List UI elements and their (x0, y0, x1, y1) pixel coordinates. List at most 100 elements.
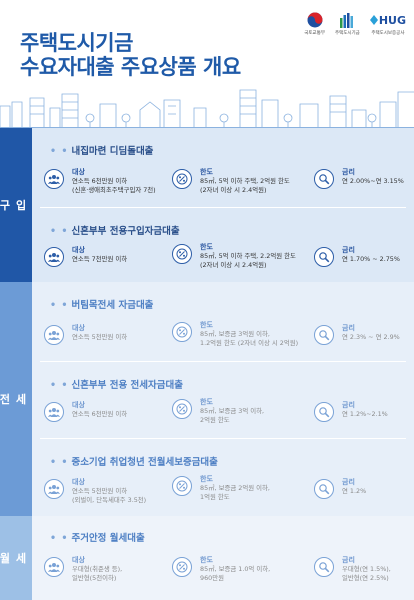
target-value: (외벌이, 단독세대주 3.5천) (72, 496, 147, 504)
product-block: • • 내집마련 디딤돌대출 대상 연소득 6천만원 이하 (신혼·생애최초주택구입자… (32, 128, 414, 207)
rate-label: 금리 (342, 324, 355, 332)
limit-item: 한도 85㎡, 5억 이하 주택, 2.2억원 한도 (2자녀 이상 시 2.4억원… (172, 243, 296, 270)
target-label: 대상 (72, 168, 85, 176)
rate-value: 연 1.70% ~ 2.75% (342, 255, 400, 263)
magnifier-icon (314, 247, 334, 267)
rate-label: 금리 (342, 556, 355, 564)
section-tab-wolse: 월세 (0, 516, 32, 600)
limit-value: 2억원 한도 (200, 416, 230, 424)
target-value: 연소득 5천만원 이하 (72, 333, 128, 341)
section-card-jeonse (32, 282, 414, 516)
section-tab-jeonse: 전세 (0, 282, 32, 516)
limit-value: 1억원 한도 (200, 493, 230, 501)
limit-value: 85㎡, 보증금 3억 이하, (200, 407, 265, 415)
limit-label: 한도 (200, 168, 213, 176)
logo-caption: 주택도시기금 (334, 31, 360, 36)
rate-item: 금리 연 1.70% ~ 2.75% (314, 246, 400, 267)
target-label: 대상 (72, 478, 85, 486)
target-value: 연소득 6천만원 이하 (72, 177, 128, 185)
rate-label: 금리 (342, 246, 355, 254)
people-icon (44, 402, 64, 422)
rate-item: 금리 우대형(연 1.5%), 일반형(연 2.5%) (314, 556, 391, 583)
rate-item: 금리 연 2.3% ~ 연 2.9% (314, 324, 400, 345)
rate-label: 금리 (342, 401, 355, 409)
target-item: 대상 우대형(취준생 등), 일반형(5천이하) (44, 556, 122, 583)
rate-value: 우대형(연 1.5%), (342, 565, 391, 573)
product-block: • • 버팀목전세 자금대출 대상 연소득 5천만원 이하 한도 85㎡, 보증금 3… (32, 282, 414, 361)
people-icon (44, 169, 64, 189)
hudf-bars-icon (340, 13, 354, 28)
product-block: • • 신혼부부 전용구입자금대출 대상 연소득 7천만원 이하 한도 85㎡, 5억… (32, 207, 414, 282)
hug-logo: HUG 주택도시보증공사 (369, 12, 406, 36)
limit-value: (2자녀 이상 시 2.4억원) (200, 186, 267, 194)
limit-item: 한도 85㎡, 보증금 1.0억 이하, 960만원 (172, 556, 270, 583)
target-value: 연소득 7천만원 이하 (72, 255, 128, 263)
product-title: • • 신혼부부 전용 전세자금대출 (50, 380, 183, 391)
magnifier-icon (314, 169, 334, 189)
molit-logo: 국토교통부 (304, 12, 325, 36)
limit-value: 960만원 (200, 574, 224, 582)
target-value: 연소득 6천만원 이하 (72, 410, 128, 418)
rate-value: 연 2.00%~연 3.15% (342, 177, 404, 185)
target-item: 대상 연소득 7천만원 이하 (44, 246, 127, 267)
section-card-purchase (32, 128, 414, 282)
percent-coin-icon (172, 322, 192, 342)
section-card-wolse (32, 516, 414, 600)
limit-value: 85㎡, 보증금 3억원 이하, (200, 330, 270, 338)
section-tab-purchase: 구입 (0, 128, 32, 282)
product-title: • • 주거안정 월세대출 (50, 533, 145, 544)
product-title: • • 버팀목전세 자금대출 (50, 300, 154, 311)
product-block: • • 중소기업 취업청년 전월세보증금대출 대상 연소득 5천만원 이하 (외벌이,… (32, 438, 414, 516)
title-line1: 주택도시기금 (20, 31, 133, 55)
target-label: 대상 (72, 401, 85, 409)
rate-value: 연 2.3% ~ 연 2.9% (342, 333, 400, 341)
rate-value: 연 1.2%~2.1% (342, 410, 388, 418)
rate-label: 금리 (342, 168, 355, 176)
people-icon (44, 247, 64, 267)
target-label: 대상 (72, 556, 85, 564)
rate-item: 금리 연 2.00%~연 3.15% (314, 168, 404, 189)
limit-item: 한도 85㎡, 보증금 3억원 이하, 1.2억원 한도 (2자녀 이상 시 2억원… (172, 321, 298, 348)
product-title: • • 중소기업 취업청년 전월세보증금대출 (50, 457, 218, 468)
limit-value: 85㎡, 5억 이하 주택, 2억원 한도 (200, 177, 290, 185)
people-icon (44, 479, 64, 499)
limit-item: 한도 85㎡, 보증금 2억원 이하, 1억원 한도 (172, 475, 270, 502)
limit-value: 85㎡, 5억 이하 주택, 2.2억원 한도 (200, 252, 296, 260)
magnifier-icon (314, 479, 334, 499)
limit-value: 85㎡, 보증금 1.0억 이하, (200, 565, 271, 573)
taegeuk-emblem-icon (307, 12, 323, 28)
product-divider (40, 438, 406, 439)
limit-label: 한도 (200, 398, 213, 406)
limit-item: 한도 85㎡, 보증금 3억 이하, 2억원 한도 (172, 398, 264, 425)
rate-label: 금리 (342, 478, 355, 486)
magnifier-icon (314, 402, 334, 422)
product-title: • • 신혼부부 전용구입자금대출 (50, 226, 180, 237)
target-value: 연소득 5천만원 이하 (72, 487, 128, 495)
people-icon (44, 557, 64, 577)
limit-label: 한도 (200, 475, 213, 483)
target-value: (신혼·생애최초주택구입자 7천) (72, 186, 156, 194)
target-item: 대상 연소득 5천만원 이하 (44, 324, 127, 345)
target-item: 대상 연소득 5천만원 이하 (외벌이, 단독세대주 3.5천) (44, 478, 146, 505)
target-value: 우대형(취준생 등), (72, 565, 123, 573)
product-divider (40, 207, 406, 208)
target-label: 대상 (72, 246, 85, 254)
magnifier-icon (314, 557, 334, 577)
hug-logo-icon (369, 15, 378, 25)
rate-value: 연 1.2% (342, 487, 367, 495)
limit-label: 한도 (200, 556, 213, 564)
limit-label: 한도 (200, 243, 213, 251)
logo-group: 국토교통부 주택도시기금 HUG 주택도시보증공사 (304, 12, 406, 36)
product-block: • • 신혼부부 전용 전세자금대출 대상 연소득 6천만원 이하 한도 85㎡, 보… (32, 361, 414, 438)
percent-coin-icon (172, 399, 192, 419)
title-line2: 수요자대출 주요상품 개요 (20, 55, 241, 79)
percent-coin-icon (172, 557, 192, 577)
rate-item: 금리 연 1.2%~2.1% (314, 401, 388, 422)
header: 주택도시기금 수요자대출 주요상품 개요 국토교통부 주택도시기금 (0, 0, 414, 128)
percent-coin-icon (172, 244, 192, 264)
city-skyline-illustration (0, 89, 414, 128)
rate-item: 금리 연 1.2% (314, 478, 366, 499)
limit-value: 85㎡, 보증금 2억원 이하, (200, 484, 270, 492)
limit-label: 한도 (200, 321, 213, 329)
target-label: 대상 (72, 324, 85, 332)
